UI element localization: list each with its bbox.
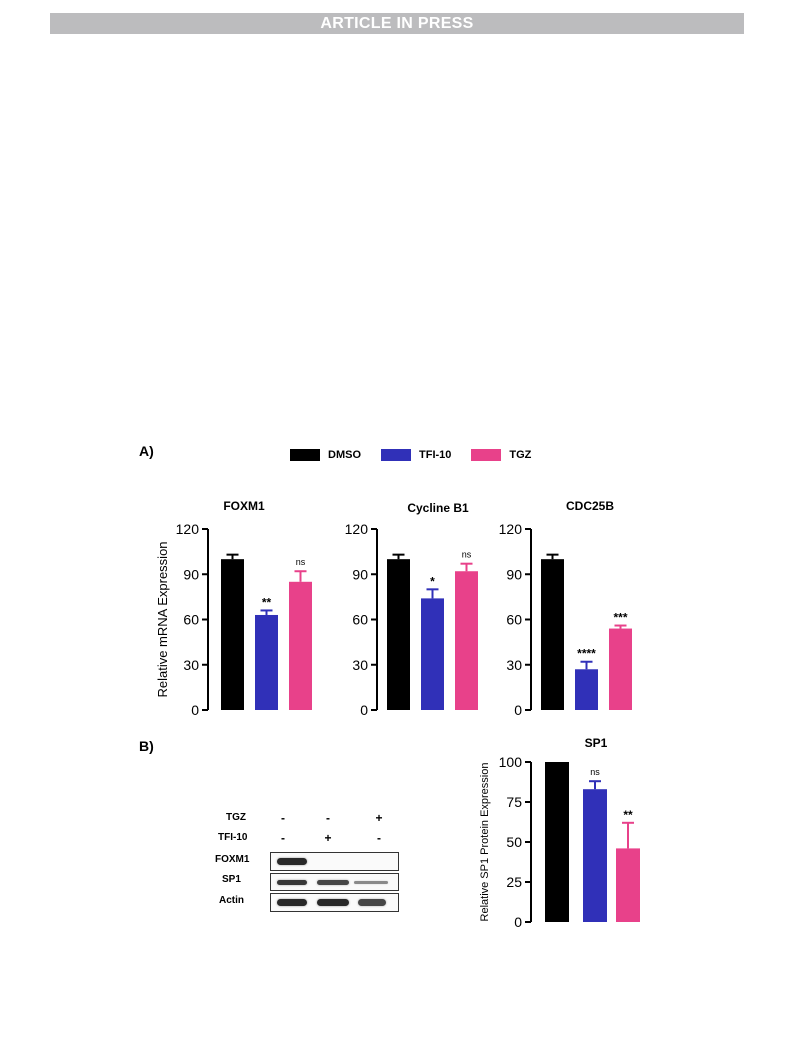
bar-dmso: [541, 559, 564, 710]
y-tick-label: 75: [506, 794, 522, 810]
y-tick-label: 25: [506, 874, 522, 890]
lane-sign-tgz-3: +: [375, 811, 383, 825]
blot-strip-foxm1: [270, 852, 399, 871]
y-tick-label: 30: [352, 657, 368, 673]
significance-label: **: [623, 808, 633, 822]
legend-item-tfi10: TFI-10: [381, 449, 451, 461]
bar-tfi10: [583, 789, 607, 922]
significance-label: **: [262, 595, 272, 609]
lane-sign-tgz-1: -: [281, 811, 285, 825]
y-tick-label: 60: [352, 612, 368, 628]
y-tick-label: 50: [506, 834, 522, 850]
y-tick-label: 0: [191, 702, 199, 718]
lane-sign-tgz-2: -: [326, 811, 330, 825]
y-tick-label: 60: [183, 612, 199, 628]
blot-band: [277, 879, 307, 885]
legend-item-dmso: DMSO: [290, 449, 361, 461]
y-tick-label: 120: [499, 521, 523, 537]
blot-band: [277, 899, 307, 906]
significance-label: *: [430, 574, 435, 588]
blot-band: [317, 899, 349, 906]
blot-band-label-actin: Actin: [219, 895, 244, 906]
bar-dmso: [221, 559, 244, 710]
blot-band: [358, 899, 386, 906]
bar-tfi10: [421, 598, 444, 710]
panel-b-label: B): [139, 738, 154, 754]
y-tick-label: 60: [506, 612, 522, 628]
blot-row-label-tgz: TGZ: [226, 812, 246, 823]
bar-tfi10: [255, 614, 278, 710]
article-banner: ARTICLE IN PRESS: [50, 13, 744, 34]
y-tick-label: 30: [506, 657, 522, 673]
chart-title: SP1: [585, 736, 608, 750]
bar-tgz: [609, 628, 632, 710]
significance-label: ns: [296, 557, 306, 567]
legend-label-tgz: TGZ: [509, 449, 532, 461]
legend-item-tgz: TGZ: [471, 449, 531, 461]
lane-sign-tfi10-3: -: [377, 831, 381, 845]
y-axis-label: Relative mRNA Expression: [155, 541, 170, 697]
lane-sign-tfi10-2: +: [324, 831, 332, 845]
blot-strip-actin: [270, 893, 399, 912]
legend-label-tfi10: TFI-10: [419, 449, 452, 461]
y-tick-label: 100: [499, 754, 523, 770]
y-tick-label: 120: [345, 521, 369, 537]
significance-label: ns: [590, 767, 600, 777]
legend-swatch-dmso: [290, 449, 320, 461]
blot-band: [317, 879, 349, 885]
y-tick-label: 30: [183, 657, 199, 673]
bar-tgz: [616, 848, 640, 922]
y-tick-label: 0: [514, 702, 522, 718]
significance-label: ***: [613, 611, 627, 625]
y-tick-label: 90: [183, 566, 199, 582]
bar-dmso: [545, 762, 569, 922]
blot-strip-sp1: [270, 873, 399, 891]
legend-swatch-tgz: [471, 449, 502, 461]
y-tick-label: 0: [514, 914, 522, 930]
significance-label: ns: [462, 550, 472, 560]
chart-legend: DMSO TFI-10 TGZ: [290, 447, 551, 463]
y-axis-label: Relative SP1 Protein Expression: [479, 763, 491, 922]
chart-title: Cycline B1: [407, 501, 469, 515]
significance-label: ****: [577, 647, 596, 661]
panel-a-label: A): [139, 443, 154, 459]
legend-label-dmso: DMSO: [328, 449, 361, 461]
bar-dmso: [387, 559, 410, 710]
y-tick-label: 90: [352, 566, 368, 582]
chart-title: CDC25B: [566, 499, 614, 513]
blot-band: [277, 858, 307, 865]
blot-row-label-tfi10: TFI-10: [218, 832, 248, 843]
legend-swatch-tfi10: [381, 449, 411, 461]
y-tick-label: 0: [360, 702, 368, 718]
blot-band: [354, 880, 388, 884]
blot-band-label-foxm1: FOXM1: [215, 854, 250, 865]
bar-tgz: [455, 571, 478, 710]
bar-tgz: [289, 581, 312, 710]
y-tick-label: 90: [506, 566, 522, 582]
bar-tfi10: [575, 669, 598, 710]
lane-sign-tfi10-1: -: [281, 831, 285, 845]
blot-band-label-sp1: SP1: [222, 874, 241, 885]
y-tick-label: 120: [176, 521, 200, 537]
chart-title: FOXM1: [223, 499, 265, 513]
